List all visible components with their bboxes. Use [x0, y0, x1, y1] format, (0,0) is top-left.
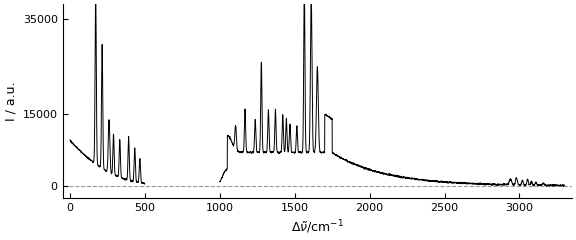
X-axis label: $\Delta\tilde{\nu}$/cm$^{-1}$: $\Delta\tilde{\nu}$/cm$^{-1}$ — [291, 218, 344, 236]
Y-axis label: I / a.u.: I / a.u. — [4, 81, 17, 121]
